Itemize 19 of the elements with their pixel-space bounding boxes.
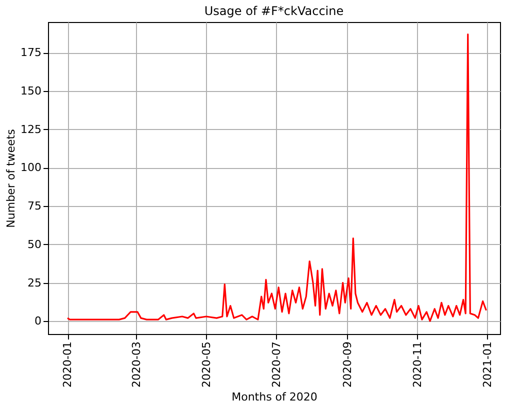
y-tick-label: 150 — [20, 84, 42, 98]
x-tick-label: 2020-11 — [410, 342, 424, 388]
line-series — [66, 33, 488, 322]
x-tick-label: 2021-01 — [480, 342, 494, 388]
y-axis-title: Number of tweets — [4, 128, 18, 228]
x-tick-label: 2020-05 — [200, 342, 213, 388]
y-tick-label: 25 — [28, 276, 42, 290]
y-tick-label: 50 — [28, 238, 42, 251]
x-tick-label: 2020-03 — [130, 342, 143, 388]
y-tick-label: 75 — [28, 200, 42, 213]
x-tick-label: 2020-09 — [340, 342, 354, 388]
y-tick-label: 0 — [34, 314, 42, 328]
y-tick-label: 100 — [20, 161, 42, 174]
y-tick-label: 125 — [20, 122, 42, 136]
chart-title: Usage of #F*ckVaccine — [204, 4, 344, 18]
y-tick-label: 175 — [20, 46, 42, 60]
x-axis-title: Months of 2020 — [232, 390, 318, 404]
x-tick-label: 2020-07 — [270, 342, 283, 388]
x-tick-label: 2020-01 — [61, 342, 74, 388]
